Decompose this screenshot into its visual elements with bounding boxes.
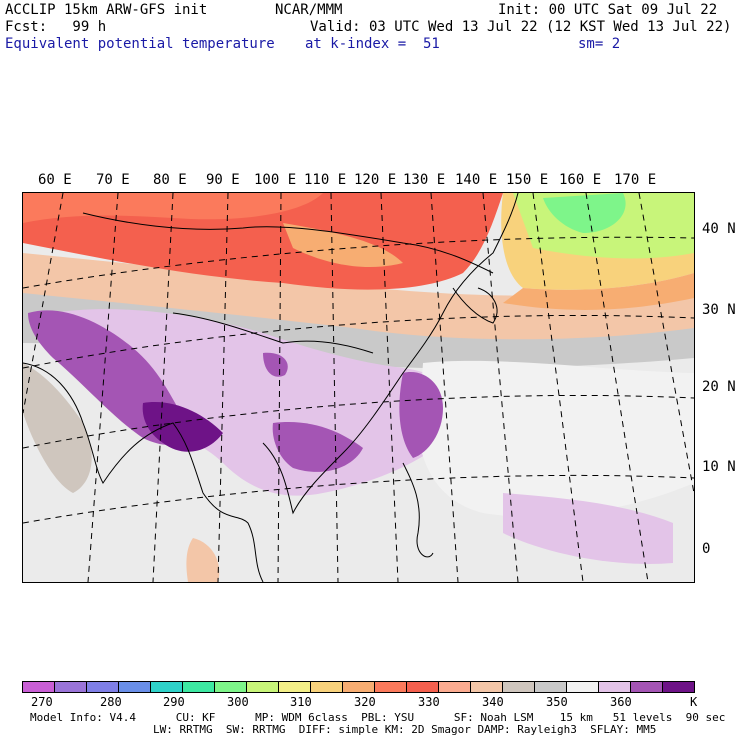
colorbar-swatch bbox=[311, 682, 343, 692]
lon-label: 160 E bbox=[559, 172, 602, 188]
lon-label: 100 E bbox=[254, 172, 297, 188]
colorbar-swatch bbox=[87, 682, 119, 692]
lon-label: 170 E bbox=[614, 172, 657, 188]
colorbar-swatch bbox=[23, 682, 55, 692]
colorbar-swatch bbox=[535, 682, 567, 692]
colorbar-swatch bbox=[279, 682, 311, 692]
colorbar-swatch bbox=[55, 682, 87, 692]
green-ne-region bbox=[543, 193, 626, 233]
colorbar-swatch bbox=[439, 682, 471, 692]
valid-time: Valid: 03 UTC Wed 13 Jul 22 (12 KST Wed … bbox=[310, 19, 732, 35]
tan-arabia-region bbox=[23, 363, 92, 493]
lon-label: 130 E bbox=[403, 172, 446, 188]
colorbar-swatch bbox=[503, 682, 535, 692]
colorbar-tick: 340 bbox=[482, 695, 504, 709]
model-title: ACCLIP 15km ARW-GFS init bbox=[5, 2, 208, 18]
colorbar-tick: 290 bbox=[163, 695, 185, 709]
tan-sumatra-region bbox=[186, 538, 220, 582]
colorbar-swatch bbox=[343, 682, 375, 692]
colorbar-tick: 330 bbox=[418, 695, 440, 709]
colorbar-swatch bbox=[119, 682, 151, 692]
lon-label: 90 E bbox=[206, 172, 240, 188]
orange-ne-band bbox=[503, 273, 694, 310]
field-name: Equivalent potential temperature bbox=[5, 36, 275, 52]
lon-label: 150 E bbox=[506, 172, 549, 188]
orange-mongolia-region bbox=[283, 223, 403, 268]
colorbar-unit: K bbox=[690, 695, 698, 709]
colorbar-swatch bbox=[407, 682, 439, 692]
colorbar-swatch bbox=[567, 682, 599, 692]
white-pacific-region bbox=[418, 360, 694, 517]
lat-label: 0 bbox=[702, 541, 711, 557]
purple-indochina-region bbox=[272, 422, 363, 472]
model-info-line2: LW: RRTMG SW: RRTMG DIFF: simple KM: 2D … bbox=[153, 723, 657, 736]
graticule bbox=[23, 193, 694, 582]
colorbar-swatch bbox=[151, 682, 183, 692]
org-label: NCAR/MMM bbox=[275, 2, 343, 18]
colorbar-tick: 360 bbox=[610, 695, 632, 709]
smoothing-label: sm= 2 bbox=[578, 36, 621, 52]
colorbar-swatch bbox=[375, 682, 407, 692]
colorbar-tick: 270 bbox=[31, 695, 53, 709]
level-label: at k-index = 51 bbox=[305, 36, 440, 52]
purple-philippine-sea-region bbox=[399, 372, 443, 458]
coastlines bbox=[23, 193, 519, 582]
colorbar-swatch bbox=[183, 682, 215, 692]
colorbar-swatch bbox=[471, 682, 503, 692]
model-info-line1: Model Info: V4.4 CU: KF MP: WDM 6class P… bbox=[30, 711, 726, 724]
lon-label: 110 E bbox=[304, 172, 347, 188]
lon-label: 70 E bbox=[96, 172, 130, 188]
colorbar-swatch bbox=[599, 682, 631, 692]
colorbar-tick: 310 bbox=[290, 695, 312, 709]
colorbar-swatch bbox=[631, 682, 663, 692]
lon-label: 60 E bbox=[38, 172, 72, 188]
colorbar-swatch bbox=[663, 682, 694, 692]
init-time: Init: 00 UTC Sat 09 Jul 22 bbox=[498, 2, 718, 18]
lat-label: 30 N bbox=[702, 302, 736, 318]
colorbar-tick: 350 bbox=[546, 695, 568, 709]
lat-label: 20 N bbox=[702, 379, 736, 395]
colorbar-swatch bbox=[247, 682, 279, 692]
purple-tibet-spot bbox=[263, 352, 288, 377]
orange-north-region bbox=[23, 193, 323, 223]
equivalent-potential-temperature-map bbox=[22, 192, 695, 583]
lon-label: 120 E bbox=[354, 172, 397, 188]
lat-label: 10 N bbox=[702, 459, 736, 475]
lon-label: 140 E bbox=[455, 172, 498, 188]
deep-purple-bay-region bbox=[142, 402, 223, 452]
colorbar-tick: 280 bbox=[100, 695, 122, 709]
forecast-hour: Fcst: 99 h bbox=[5, 19, 107, 35]
colorbar-tick: 320 bbox=[354, 695, 376, 709]
peach-band-region bbox=[23, 253, 694, 340]
lon-label: 80 E bbox=[153, 172, 187, 188]
colorbar bbox=[22, 681, 695, 693]
light-purple-pacific-region bbox=[503, 493, 673, 564]
colorbar-tick: 300 bbox=[227, 695, 249, 709]
colorbar-swatch bbox=[215, 682, 247, 692]
lat-label: 40 N bbox=[702, 221, 736, 237]
